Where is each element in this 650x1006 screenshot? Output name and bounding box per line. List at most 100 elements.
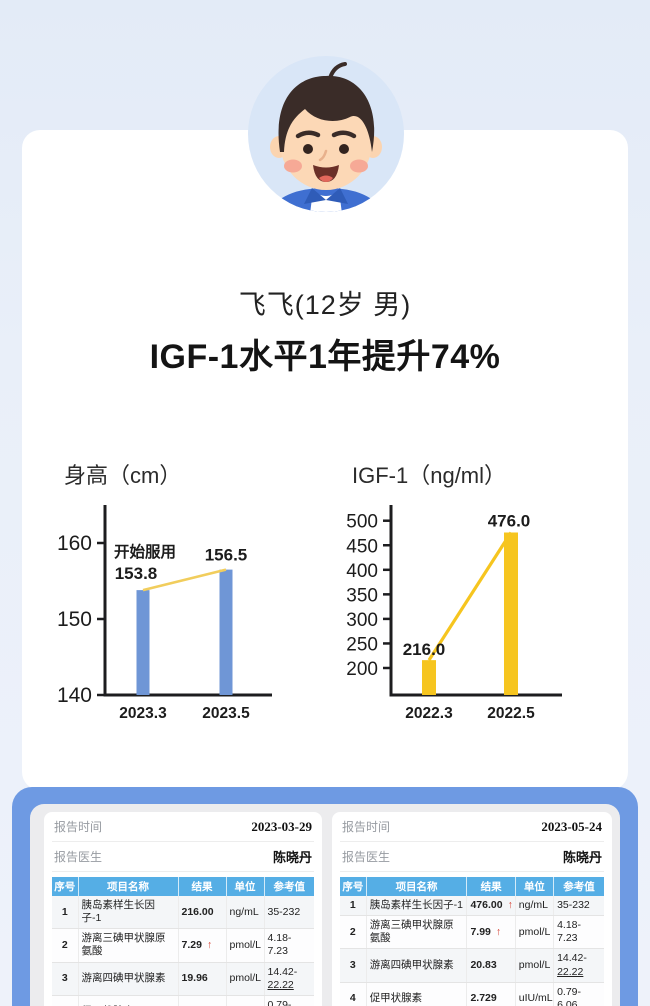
collar-left [304,188,326,204]
lab-result-row: 3 游离四碘甲状腺素 20.83 pmol/L 14.42- 22.22 [340,948,604,983]
eyebrow-right [331,130,357,139]
cell-item-name: 游离四碘甲状腺素 [78,962,179,996]
report-time-value: 2023-03-29 [251,818,312,834]
eye-left [303,144,313,154]
cell-result: 2.729 [466,982,516,1006]
ref-range-line2: 22.22 [267,978,294,991]
col-header-result: 结果 [466,877,516,896]
cell-item-name: 胰岛素样生长因子-1 [366,896,468,917]
col-header-no: 序号 [52,877,79,896]
bar [422,660,436,695]
eye-right [339,144,349,154]
cell-item-name: 游离三碘甲状腺原氨酸 [366,915,468,950]
report-time-label: 报告时间 [342,820,391,834]
bar [219,569,233,695]
lab-table: 序号 项目名称 结果 单位 参考值 1 胰岛素样生长因子-1 476.00 ↑ ng/m… [340,877,604,1006]
up-arrow-icon: ↑ [495,925,502,938]
annotation-label: 开始服用 [114,542,176,561]
cell-index: 1 [340,896,367,917]
y-tick-label: 400 [346,561,378,582]
up-arrow-icon: ↑ [206,938,213,951]
cell-item-name: 促甲状腺素 [78,995,179,1006]
report-card-march: 报告时间 2023-03-29 报告医生 陈晓丹 序号 项目名称 结果 单位 参… [44,812,322,1006]
y-tick-label: 160 [57,532,92,555]
col-header-no: 序号 [340,877,367,896]
cell-unit: uIU/mL [515,982,555,1006]
hair-strand [328,62,347,80]
y-tick-label: 200 [346,659,378,680]
ref-range-line2: 22.22 [557,965,584,978]
patient-title: 飞飞(12岁 男) [238,290,412,320]
cell-result: 19.96 [178,962,227,996]
cell-ref-range: 0.79-6.06 [264,995,314,1006]
report-doctor-value: 陈晓丹 [562,850,602,865]
boy-avatar [248,56,404,212]
main-card [22,130,628,790]
cell-unit: pmol/L [226,962,265,996]
x-tick-label: 2023.5 [202,705,250,722]
report-time-row: 报告时间 2023-03-29 [52,812,314,842]
cell-unit: pmol/L [226,928,265,963]
cell-result: 20.83 [466,948,516,983]
value-label: 153.8 [115,564,158,583]
col-header-name: 项目名称 [366,877,468,896]
cell-ref-range: 14.42- 22.22 [264,962,314,996]
cell-item-name: 胰岛素样生长因子-1 [78,896,179,930]
nose [318,149,328,162]
lab-table: 序号 项目名称 结果 单位 参考值 1 胰岛素样生长因子-1 216.00 ng/mL… [52,877,314,1006]
x-tick-label: 2023.3 [119,705,167,722]
collar-right [326,188,348,204]
y-tick-label: 450 [346,536,378,557]
report-time-row: 报告时间 2023-05-24 [340,812,604,842]
igf-chart: 200 250 300 350 400 450 500 216.0 476.0 2022.3 202… [346,505,562,722]
cell-index: 4 [340,982,367,1006]
cell-ref-range: 14.42- 22.22 [553,948,604,983]
x-tick-label: 2022.3 [405,705,453,722]
lab-result-row: 3 游离四碘甲状腺素 19.96 pmol/L 14.42- 22.22 [52,962,314,996]
cell-index: 3 [52,962,79,996]
cell-index: 3 [340,948,367,983]
value-label: 216.0 [403,640,446,659]
cell-ref-range: 4.18-7.23 [264,928,314,963]
cell-ref-range: 0.79-6.06 [553,982,604,1006]
headline: IGF-1水平1年提升74% [149,338,501,376]
x-tick-label: 2022.5 [487,705,535,722]
hair [278,75,375,152]
col-header-name: 项目名称 [78,877,179,896]
cell-result: 216.00 [178,896,227,930]
cell-item-name: 游离三碘甲状腺原氨酸 [78,928,179,963]
lab-table-header-row: 序号 项目名称 结果 单位 参考值 [52,877,314,896]
cell-unit: pmol/L [515,948,555,983]
face [280,94,372,190]
lab-table-header-row: 序号 项目名称 结果 单位 参考值 [340,877,604,896]
col-header-unit: 单位 [515,877,555,896]
cell-ref-range: 4.18-7.23 [553,915,604,950]
up-arrow-icon: ↑ [507,899,513,911]
cell-result: 7.29 ↑ [178,928,227,963]
trend-line [427,531,513,662]
cell-index: 2 [340,915,367,950]
lab-result-row: 2 游离三碘甲状腺原氨酸 7.99 ↑ pmol/L 4.18-7.23 [340,915,604,950]
y-tick-label: 350 [346,585,378,606]
cell-unit: ng/mL [226,896,265,930]
value-label: 156.5 [205,546,248,565]
cell-result: 476.00 ↑ [466,896,516,917]
report-time-value: 2023-05-24 [541,818,602,834]
cell-unit: pmol/L [515,915,555,950]
y-tick-label: 300 [346,610,378,631]
cell-result: 2.650 [178,995,227,1006]
cell-ref-range: 35-232 [264,896,314,930]
y-tick-label: 250 [346,634,378,655]
col-header-ref: 参考值 [264,877,314,896]
cell-result: 7.99 ↑ [466,915,516,950]
lab-result-row: 2 游离三碘甲状腺原氨酸 7.29 ↑ pmol/L 4.18-7.23 [52,928,314,963]
bar [504,532,518,695]
cell-index: 1 [52,896,79,930]
height-chart-title: 身高（cm） [64,463,182,488]
cell-index: 4 [52,995,79,1006]
lab-result-row: 4 促甲状腺素 2.729 uIU/mL 0.79-6.06 [340,982,604,1006]
height-chart: 140 150 160 153.8 156.5 开始服用 2023.3 2023.5 [57,505,272,722]
report-doctor-value: 陈晓丹 [272,850,312,865]
